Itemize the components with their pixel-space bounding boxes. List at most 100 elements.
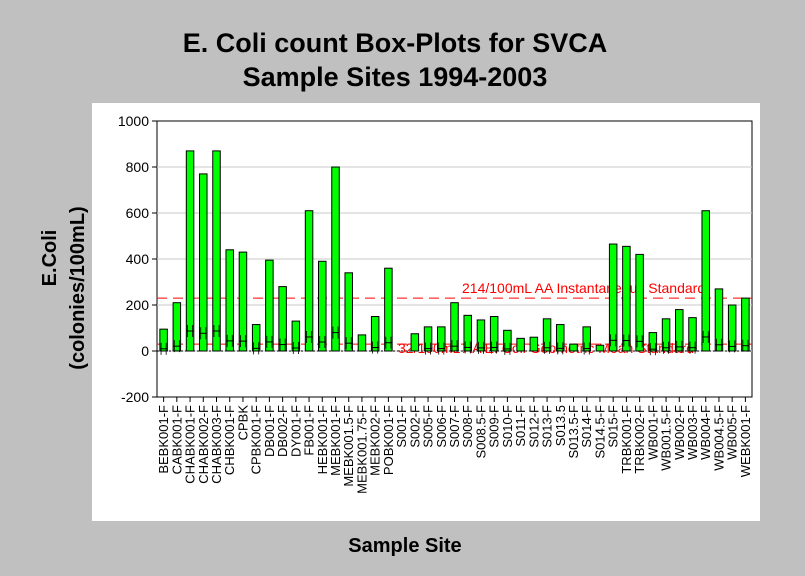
box bbox=[172, 302, 182, 352]
x-category-label: MEBK001-F bbox=[328, 405, 343, 476]
x-category-label: S010-F bbox=[500, 405, 515, 448]
box bbox=[291, 320, 301, 352]
y-axis-ticks: -200 0 200 400 600 800 1000 bbox=[118, 113, 157, 405]
box-plot bbox=[185, 150, 195, 352]
x-category-label: S013-F bbox=[540, 405, 555, 448]
box-plot bbox=[225, 249, 234, 352]
box-plot bbox=[582, 326, 591, 355]
x-category-label: MEBK002-F bbox=[368, 405, 383, 476]
box-plot bbox=[741, 297, 750, 352]
box-plot bbox=[331, 166, 340, 352]
x-category-label: CHBK001-F bbox=[222, 405, 237, 475]
x-category-label: S005-F bbox=[421, 405, 436, 448]
x-category-label: S009-F bbox=[487, 405, 502, 448]
box-plot bbox=[529, 336, 539, 352]
box-plot bbox=[661, 318, 671, 354]
y-tick-label: 400 bbox=[126, 251, 150, 267]
box-plot bbox=[542, 318, 552, 354]
box bbox=[675, 309, 684, 352]
box bbox=[238, 251, 248, 352]
x-category-label: WEBK001-F bbox=[738, 405, 753, 477]
box bbox=[608, 243, 618, 352]
x-category-label: TRBK001-F bbox=[619, 405, 634, 474]
box bbox=[225, 249, 234, 352]
x-category-label: CPBK001-F bbox=[249, 405, 264, 474]
box-plot bbox=[675, 309, 684, 353]
box bbox=[595, 344, 605, 352]
x-category-label: S014-F bbox=[579, 405, 594, 448]
x-category-label: CHABK002-F bbox=[196, 405, 211, 484]
box bbox=[463, 314, 472, 352]
x-category-label: S015-F bbox=[606, 405, 621, 448]
box-plot bbox=[159, 328, 168, 355]
x-category-label: S011-F bbox=[513, 405, 528, 447]
x-category-label: WB004-F bbox=[698, 405, 713, 460]
box bbox=[622, 245, 631, 352]
y-tick-label: 0 bbox=[141, 343, 149, 359]
x-category-label: S014.5-F bbox=[592, 405, 607, 459]
box bbox=[648, 332, 658, 352]
x-category-label: WB004.5-F bbox=[711, 405, 726, 471]
box bbox=[185, 150, 195, 352]
x-axis-categories: BEBK001-FCABK001-FCHABK001-FCHABK002-FCH… bbox=[156, 397, 753, 494]
x-category-label: S006-F bbox=[434, 405, 449, 448]
box-plot bbox=[344, 272, 353, 352]
reference-line-label: 214/100mL AA Instantaneous Standard bbox=[462, 280, 705, 296]
box bbox=[357, 334, 367, 352]
box-plot bbox=[635, 253, 644, 352]
box bbox=[476, 319, 486, 352]
box bbox=[265, 259, 274, 352]
box bbox=[542, 318, 552, 352]
x-category-label: WB003-F bbox=[685, 405, 700, 460]
box-plot bbox=[212, 150, 221, 352]
x-category-label: DY001-F bbox=[288, 405, 303, 457]
box bbox=[635, 253, 644, 352]
box-plot bbox=[238, 251, 248, 352]
box bbox=[199, 173, 208, 352]
box bbox=[688, 317, 697, 352]
box bbox=[569, 343, 578, 352]
box bbox=[370, 316, 380, 352]
box-plot bbox=[701, 210, 710, 352]
x-category-label: S008.5-F bbox=[473, 405, 488, 459]
box-plot bbox=[450, 302, 459, 353]
box-plot bbox=[251, 324, 261, 355]
box bbox=[741, 297, 750, 352]
x-category-label: S002-F bbox=[407, 405, 422, 448]
x-category-label: CPBK bbox=[235, 405, 250, 441]
box-plot bbox=[463, 314, 472, 354]
box-plot bbox=[648, 332, 658, 356]
box-plot bbox=[265, 259, 274, 352]
box-plot bbox=[423, 326, 433, 355]
box-plot bbox=[410, 333, 420, 352]
box-plot bbox=[608, 243, 618, 352]
chart-title-line1: E. Coli count Box-Plots for SVCA bbox=[183, 28, 608, 58]
box bbox=[529, 336, 539, 352]
box-plot bbox=[622, 245, 631, 352]
box-plot bbox=[278, 286, 287, 352]
y-tick-label: 600 bbox=[126, 205, 150, 221]
box-plot bbox=[503, 329, 512, 355]
box bbox=[516, 337, 525, 352]
box bbox=[701, 210, 710, 352]
box bbox=[582, 326, 591, 352]
box bbox=[450, 302, 459, 352]
x-axis-title: Sample Site bbox=[348, 535, 461, 557]
box-plot bbox=[291, 320, 301, 355]
x-category-label: CABK001-F bbox=[169, 405, 184, 474]
x-category-label: TRBK002-F bbox=[632, 405, 647, 474]
y-tick-label: 1000 bbox=[118, 113, 149, 129]
y-tick-label: 800 bbox=[126, 159, 150, 175]
box bbox=[661, 318, 671, 352]
y-tick-label: -200 bbox=[121, 389, 149, 405]
x-category-label: WB005-F bbox=[725, 405, 740, 460]
x-category-label: CHABK003-F bbox=[209, 405, 224, 484]
x-category-label: S012-F bbox=[526, 405, 541, 448]
box bbox=[304, 210, 314, 352]
box-plot bbox=[370, 316, 380, 354]
x-category-label: MEBK001.5-F bbox=[341, 405, 356, 487]
y-axis-title-line1: E.Coli bbox=[39, 230, 61, 287]
x-category-label: FB001-F bbox=[302, 405, 317, 456]
box bbox=[331, 166, 340, 352]
box-plot bbox=[556, 324, 565, 355]
